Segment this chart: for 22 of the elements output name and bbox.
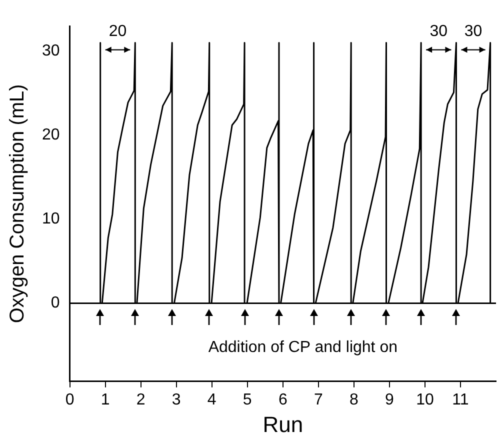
x-tick-label: 5	[242, 391, 252, 408]
x-tick-label: 1	[100, 391, 110, 408]
y-tick-label: 20	[42, 126, 60, 144]
annotation: 20	[108, 22, 127, 40]
x-tick-label: 4	[207, 391, 216, 408]
annotation: Addition of CP and light on	[208, 339, 398, 356]
x-tick-label: 10	[416, 391, 434, 408]
y-tick-label: 0	[50, 294, 60, 312]
x-tick-label: 8	[349, 391, 358, 408]
x-tick-label: 2	[136, 391, 146, 408]
y-tick-label: 10	[42, 210, 60, 228]
x-tick-label: 3	[172, 391, 181, 408]
x-tick-label: 7	[314, 391, 323, 408]
x-tick-label: 11	[452, 391, 469, 408]
annotation: 30	[464, 22, 482, 40]
y-axis-title: Oxygen Consumption (mL)	[6, 84, 29, 324]
x-tick-label: 0	[65, 391, 74, 408]
x-tick-label: 9	[384, 391, 394, 408]
annotation: 30	[430, 22, 448, 40]
x-axis-title: Run	[262, 412, 304, 437]
x-tick-label: 6	[278, 391, 288, 408]
y-tick-label: 30	[42, 42, 60, 60]
